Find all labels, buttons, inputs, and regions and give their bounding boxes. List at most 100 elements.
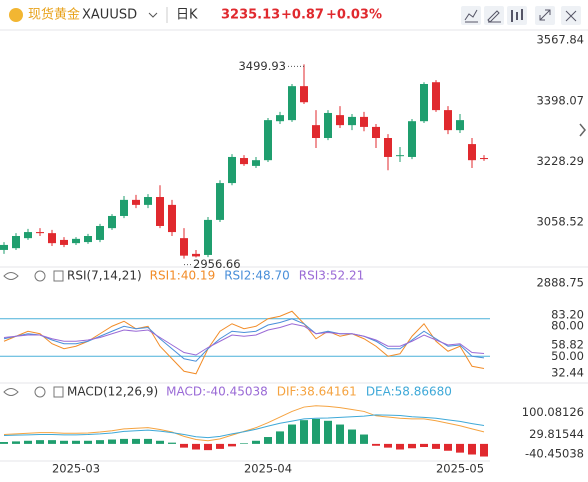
macd-bar xyxy=(348,429,356,444)
candle-body xyxy=(288,86,296,121)
asset-name: 现货黄金 xyxy=(28,7,80,23)
macd-bar xyxy=(108,439,116,444)
indicator-icon xyxy=(53,270,64,282)
macd-bar xyxy=(360,434,368,444)
tool-icon xyxy=(511,9,523,22)
macd-bar xyxy=(192,443,200,450)
y-tick-label: 100.08126 xyxy=(522,405,584,419)
change: +0.87 xyxy=(281,8,324,23)
change-pct: +0.03% xyxy=(326,8,382,23)
candle-body xyxy=(480,158,488,160)
macd-bar xyxy=(228,443,236,447)
y-tick-label: 3567.84 xyxy=(536,33,584,47)
macd-bar xyxy=(12,441,20,444)
macd-bar xyxy=(264,437,272,444)
macd-bar xyxy=(204,443,212,451)
y-tick-label: 3228.29 xyxy=(536,154,584,168)
high-annotation: 3499.93 xyxy=(238,59,286,73)
macd-bar xyxy=(420,443,428,448)
macd-bar xyxy=(252,440,260,444)
macd-bar xyxy=(276,431,284,444)
indicator-icon xyxy=(53,386,64,398)
candle-body xyxy=(432,82,440,111)
candle-body xyxy=(0,244,8,250)
indicator-value: RSI3:52.21 xyxy=(299,269,365,283)
candle-body xyxy=(180,238,188,256)
candle-body xyxy=(348,116,356,126)
x-tick-label: 2025-05 xyxy=(436,462,484,476)
y-tick-label: 80.00 xyxy=(551,318,584,332)
candle-body xyxy=(156,197,164,226)
candle-body xyxy=(24,232,32,239)
macd-bar xyxy=(300,420,308,444)
symbol[interactable]: XAUUSD xyxy=(82,8,137,23)
eye-icon[interactable] xyxy=(3,272,19,280)
y-tick-label: -40.45038 xyxy=(525,447,584,461)
candle-body xyxy=(420,84,428,122)
candle-body xyxy=(456,120,464,131)
candle-body xyxy=(108,215,116,229)
macd-bar xyxy=(396,443,404,450)
candle-body xyxy=(96,225,104,240)
macd-bar xyxy=(48,440,56,444)
macd-bar xyxy=(168,442,176,444)
candle-body xyxy=(252,160,260,166)
candle-body xyxy=(12,235,20,249)
macd-bar xyxy=(96,440,104,444)
macd-bar xyxy=(156,440,164,444)
last-price: 3235.13 xyxy=(221,8,280,23)
macd-bar xyxy=(0,442,8,444)
candle-body xyxy=(240,158,248,165)
macd-bar xyxy=(372,443,380,446)
y-tick-label: 29.81544 xyxy=(529,427,584,441)
macd-bar xyxy=(456,443,464,453)
macd-bar xyxy=(444,443,452,451)
rsi-line xyxy=(3,323,485,356)
macd-bar xyxy=(24,440,32,444)
indicator-title: MACD(12,26,9) xyxy=(67,385,158,399)
candle-body xyxy=(336,115,344,126)
macd-bar xyxy=(180,443,188,448)
macd-bar xyxy=(240,443,248,444)
macd-bar xyxy=(72,440,80,444)
y-tick-label: 83.20 xyxy=(551,307,584,321)
candle-body xyxy=(312,125,320,139)
macd-line xyxy=(3,405,485,442)
gear-icon[interactable] xyxy=(34,386,46,398)
macd-bar xyxy=(132,438,140,444)
candle-body xyxy=(408,121,416,157)
tool-icon xyxy=(464,9,478,23)
macd-bar xyxy=(432,443,440,449)
macd-bar xyxy=(480,443,488,457)
period[interactable]: 日K xyxy=(176,8,198,23)
candle-body xyxy=(84,235,92,243)
candle-body xyxy=(300,86,308,103)
macd-line xyxy=(3,414,485,439)
indicator-value: MACD:-40.45038 xyxy=(166,385,268,399)
rsi-header xyxy=(3,270,64,282)
candle-body xyxy=(276,115,284,122)
candle-body xyxy=(444,110,452,131)
tool-button[interactable] xyxy=(484,6,504,25)
eye-icon[interactable] xyxy=(3,388,19,396)
low-annotation: 2956.66 xyxy=(193,257,241,271)
y-tick-label: 3058.52 xyxy=(536,215,584,229)
macd-header xyxy=(3,386,64,398)
y-tick-label: 58.82 xyxy=(551,338,584,352)
rsi-line xyxy=(3,318,485,362)
macd-bar xyxy=(384,443,392,448)
expand-arrow[interactable] xyxy=(579,123,586,137)
dropdown-icon[interactable] xyxy=(148,12,158,18)
macd-bar xyxy=(120,438,128,444)
indicator-value: DIF:38.64161 xyxy=(277,385,357,399)
header: 现货黄金 XAUUSD 日K 3235.13 +0.87 +0.03% xyxy=(0,6,588,31)
indicator-title: RSI(7,14,21) xyxy=(67,269,142,283)
candle-body xyxy=(120,199,128,216)
candle-body xyxy=(384,138,392,157)
macd-bar xyxy=(324,420,332,444)
candle-body xyxy=(372,126,380,139)
y-tick-label: 32.44 xyxy=(551,366,584,380)
gear-icon[interactable] xyxy=(34,270,46,282)
macd-bar xyxy=(36,440,44,444)
